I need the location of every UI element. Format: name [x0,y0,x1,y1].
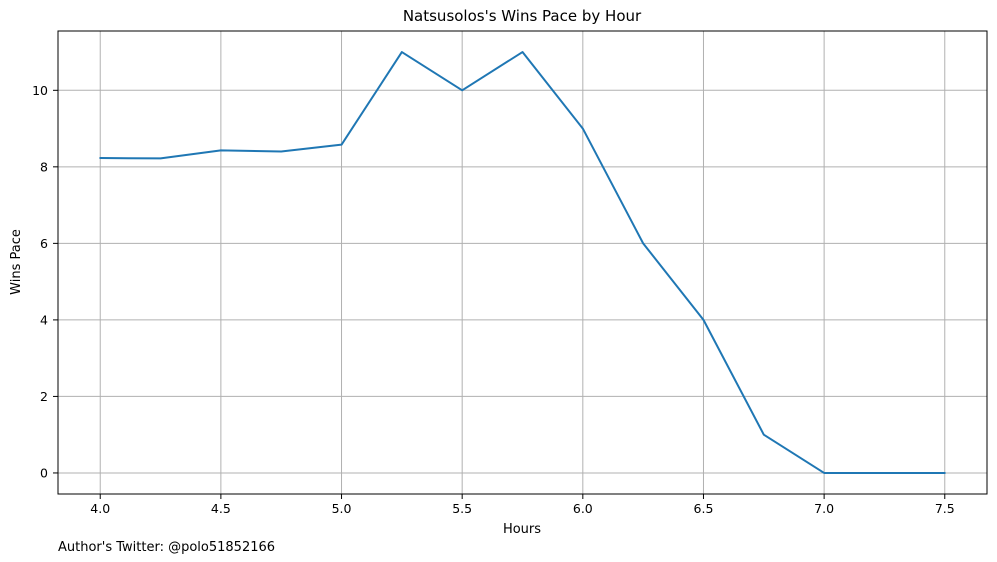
y-tick-label: 6 [40,236,48,251]
data-point [882,471,886,475]
x-tick-label: 7.5 [935,501,955,516]
data-point [159,156,163,160]
x-tick-label: 4.5 [211,501,231,516]
data-point [460,88,464,92]
data-point [279,150,283,154]
grid [58,31,987,494]
data-point [762,433,766,437]
author-footnote: Author's Twitter: @polo51852166 [58,540,275,555]
y-tick-label: 2 [40,389,48,404]
y-axis-label: Wins Pace [9,229,24,295]
series-layer [98,50,947,475]
y-tick-label: 10 [32,83,48,98]
x-tick-label: 4.0 [90,501,110,516]
x-tick-label: 6.5 [694,501,714,516]
x-tick-label: 6.0 [573,501,593,516]
x-tick-label: 5.0 [332,501,352,516]
data-point [98,156,102,160]
data-point [581,127,585,131]
data-point [701,318,705,322]
x-axis-ticks: 4.0 4.5 5.0 5.5 6.0 6.5 7.0 7.5 [90,494,955,516]
data-point [521,50,525,54]
x-tick-label: 7.0 [814,501,834,516]
chart-title: Natsusolos's Wins Pace by Hour [403,7,642,25]
y-tick-label: 8 [40,159,48,174]
data-point [822,471,826,475]
data-point [219,148,223,152]
x-tick-label: 5.5 [452,501,472,516]
wins-pace-line [99,51,946,474]
data-point [641,241,645,245]
plot-frame [57,30,988,495]
y-tick-label: 4 [40,312,48,327]
data-point [340,143,344,147]
x-axis-label: Hours [503,522,541,537]
y-axis-ticks: 0 2 4 6 8 10 [32,83,58,480]
data-point [943,471,947,475]
data-point [400,50,404,54]
y-tick-label: 0 [40,465,48,480]
